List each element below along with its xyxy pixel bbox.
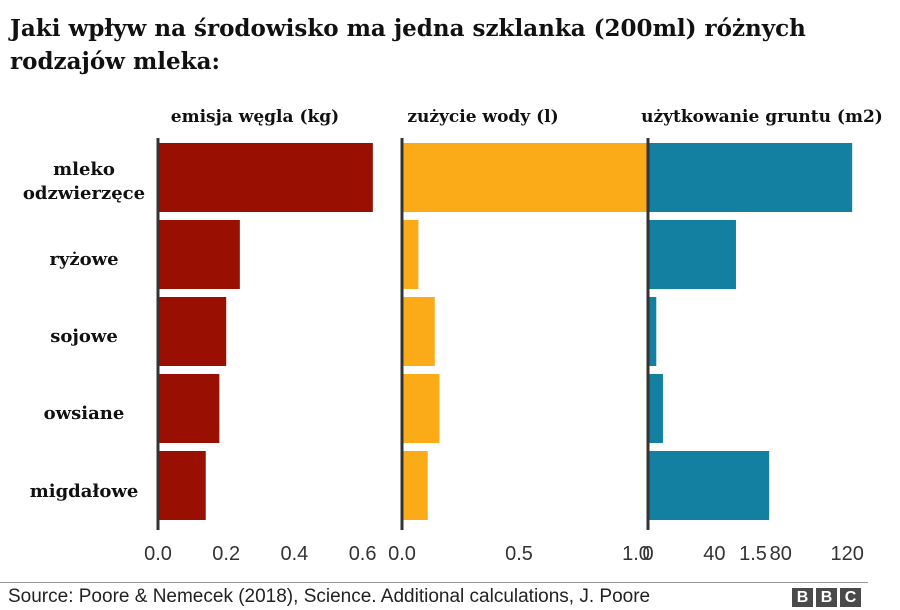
title-line-1: Jaki wpływ na środowisko ma jedna szklan… xyxy=(10,15,806,42)
bar xyxy=(158,451,206,520)
bbc-logo: B B C xyxy=(792,588,861,607)
bar xyxy=(648,374,663,443)
tick-label: 0 xyxy=(642,543,653,565)
tick-label: 1.0 xyxy=(622,543,650,565)
tick-label: 0.4 xyxy=(280,543,308,565)
bbc-logo-letter: B xyxy=(816,588,837,607)
chart-title: Jaki wpływ na środowisko ma jedna szklan… xyxy=(10,12,870,78)
category-label-line: mleko xyxy=(53,159,115,180)
bar xyxy=(158,143,373,212)
panel-title: użytkowanie gruntu (m2) xyxy=(641,107,883,127)
category-label: ryżowe xyxy=(49,249,118,270)
source-note: Source: Poore & Nemecek (2018), Science.… xyxy=(8,586,651,607)
category-label-line: ryżowe xyxy=(49,249,118,270)
category-label: owsiane xyxy=(44,403,125,424)
bar xyxy=(158,297,227,366)
category-label: sojowe xyxy=(50,326,118,347)
tick-label: 40 xyxy=(703,543,725,565)
category-label: migdałowe xyxy=(30,481,139,502)
category-label-line: migdałowe xyxy=(30,481,139,502)
bar xyxy=(648,143,853,212)
tick-label: 1.5 xyxy=(739,543,767,565)
bar xyxy=(402,220,419,289)
tick-label: 0.0 xyxy=(388,543,416,565)
title-line-2: rodzajów mleka: xyxy=(10,48,221,75)
category-label-line: owsiane xyxy=(44,403,125,424)
tick-label: 80 xyxy=(770,543,792,565)
bar xyxy=(402,297,435,366)
category-label-line: odzwierzęce xyxy=(23,183,145,204)
category-label: mleko odzwierzęce xyxy=(23,159,145,204)
bbc-logo-letter: C xyxy=(840,588,861,607)
footer-divider xyxy=(0,582,868,583)
category-label-line: sojowe xyxy=(50,326,118,347)
bar xyxy=(648,297,657,366)
tick-label: 0.0 xyxy=(144,543,172,565)
tick-label: 120 xyxy=(831,543,864,565)
bar xyxy=(158,374,220,443)
bar xyxy=(648,220,736,289)
tick-label: 0.5 xyxy=(505,543,533,565)
tick-label: 0.2 xyxy=(212,543,240,565)
bar xyxy=(158,220,240,289)
bar xyxy=(402,451,428,520)
bbc-logo-letter: B xyxy=(792,588,813,607)
bar xyxy=(648,451,770,520)
panel-title: zużycie wody (l) xyxy=(407,107,558,127)
bar xyxy=(402,374,440,443)
tick-label: 0.6 xyxy=(349,543,377,565)
small-multiples-bar-chart: mleko odzwierzęce ryżowe sojowe owsiane migda… xyxy=(23,107,883,565)
panel-title: emisja węgla (kg) xyxy=(171,107,339,127)
